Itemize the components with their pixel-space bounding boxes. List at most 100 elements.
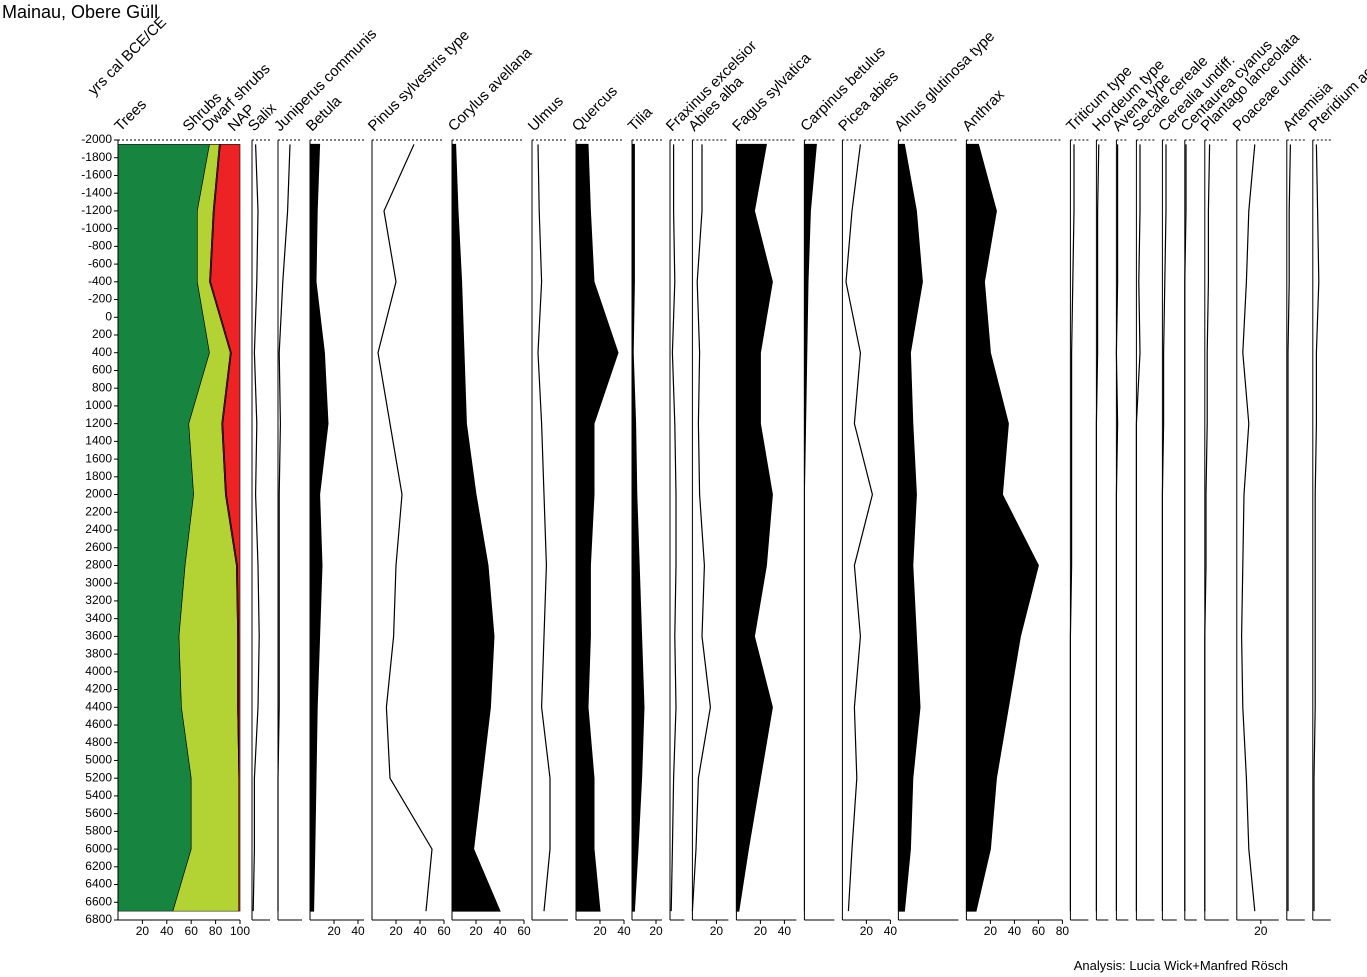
taxon-line [845, 144, 874, 912]
x-tick-label: 80 [209, 924, 223, 938]
y-tick-label: -800 [88, 239, 112, 253]
x-tick-label: 20 [136, 924, 150, 938]
y-tick-label: 2600 [85, 540, 112, 554]
y-tick-label: 1600 [85, 451, 112, 465]
taxon-label: Pteridium aquilinum [1306, 30, 1367, 135]
y-tick-label: 2200 [85, 504, 112, 518]
x-tick-label: 20 [327, 924, 341, 938]
x-tick-label: 60 [185, 924, 199, 938]
x-tick-label: 60 [437, 924, 451, 938]
taxon-line [1287, 144, 1291, 912]
taxon-line [691, 144, 712, 912]
y-tick-label: -400 [88, 274, 112, 288]
y-tick-label: 4200 [85, 682, 112, 696]
x-tick-label: 40 [413, 924, 427, 938]
x-tick-label: 40 [160, 924, 174, 938]
taxon-label: Quercus [569, 83, 621, 135]
y-tick-label: 400 [92, 345, 112, 359]
taxon-area [631, 143, 645, 912]
taxon-area [735, 143, 773, 912]
x-tick-label: 100 [230, 924, 250, 938]
y-tick-label: 4000 [85, 664, 112, 678]
y-tick-label: 1800 [85, 469, 112, 483]
y-tick-label: 0 [105, 309, 112, 323]
y-tick-label: 6000 [85, 841, 112, 855]
y-tick-label: 5800 [85, 824, 112, 838]
y-tick-label: 6800 [85, 912, 112, 926]
x-tick-label: 80 [1056, 924, 1070, 938]
x-tick-label: 20 [593, 924, 607, 938]
taxon-label: Anthrax [959, 86, 1008, 135]
taxon-area [803, 143, 817, 912]
y-tick-label: 1000 [85, 398, 112, 412]
taxon-area [575, 143, 619, 912]
credit: Analysis: Lucia Wick+Manfred Rösch [1074, 958, 1288, 973]
taxon-line [670, 144, 677, 912]
y-tick-label: 5200 [85, 770, 112, 784]
x-tick-label: 20 [860, 924, 874, 938]
y-tick-label: 5600 [85, 806, 112, 820]
taxon-line [1204, 144, 1211, 912]
y-tick-label: -1200 [81, 203, 112, 217]
y-tick-label: -2000 [81, 132, 112, 146]
y-tick-label: -1400 [81, 185, 112, 199]
x-tick-label: 20 [649, 924, 663, 938]
x-tick-label: 20 [1254, 924, 1268, 938]
y-tick-label: 1400 [85, 434, 112, 448]
x-tick-label: 60 [1032, 924, 1046, 938]
y-tick-label: -1000 [81, 221, 112, 235]
y-tick-label: 800 [92, 380, 112, 394]
x-tick-label: 40 [1008, 924, 1022, 938]
taxon-line [1313, 144, 1320, 912]
taxon-label: Ulmus [525, 93, 567, 135]
x-tick-label: 20 [389, 924, 403, 938]
y-tick-label: 200 [92, 327, 112, 341]
x-tick-label: 40 [351, 924, 365, 938]
x-tick-label: 60 [517, 924, 531, 938]
taxon-area [451, 143, 501, 912]
y-tick-label: 4600 [85, 717, 112, 731]
taxon-line [1161, 144, 1167, 912]
x-tick-label: 40 [493, 924, 507, 938]
y-tick-label: 2800 [85, 558, 112, 572]
taxon-line [377, 144, 433, 912]
y-tick-label: 4400 [85, 699, 112, 713]
y-tick-label: -600 [88, 256, 112, 270]
y-tick-label: 3600 [85, 629, 112, 643]
taxon-area [309, 143, 329, 912]
stacked-area [210, 144, 241, 912]
y-tick-label: 5000 [85, 753, 112, 767]
x-tick-label: 20 [710, 924, 724, 938]
y-tick-label: 4800 [85, 735, 112, 749]
x-tick-label: 40 [778, 924, 792, 938]
y-tick-label: 6600 [85, 894, 112, 908]
y-tick-label: 3200 [85, 593, 112, 607]
taxon-area [965, 143, 1039, 912]
taxon-area [897, 143, 923, 912]
y-tick-label: -1800 [81, 150, 112, 164]
y-tick-label: 2400 [85, 522, 112, 536]
taxon-line [537, 144, 551, 912]
chart-title: Mainau, Obere Güll [2, 2, 158, 22]
y-tick-label: -1600 [81, 168, 112, 182]
taxon-label: Corylus avellana [445, 44, 536, 135]
legend-label: Trees [111, 96, 150, 135]
taxon-line [1135, 144, 1141, 912]
y-tick-label: 1200 [85, 416, 112, 430]
y-tick-label: -200 [88, 292, 112, 306]
taxon-line [1069, 144, 1075, 912]
x-tick-label: 20 [984, 924, 998, 938]
y-tick-label: 3800 [85, 646, 112, 660]
y-tick-label: 5400 [85, 788, 112, 802]
x-tick-label: 40 [884, 924, 898, 938]
x-tick-label: 20 [754, 924, 768, 938]
y-tick-label: 2000 [85, 487, 112, 501]
taxon-line [277, 144, 291, 912]
taxon-line [1240, 144, 1256, 912]
y-tick-label: 6400 [85, 877, 112, 891]
x-tick-label: 40 [617, 924, 631, 938]
taxon-line [252, 144, 260, 912]
x-tick-label: 20 [469, 924, 483, 938]
